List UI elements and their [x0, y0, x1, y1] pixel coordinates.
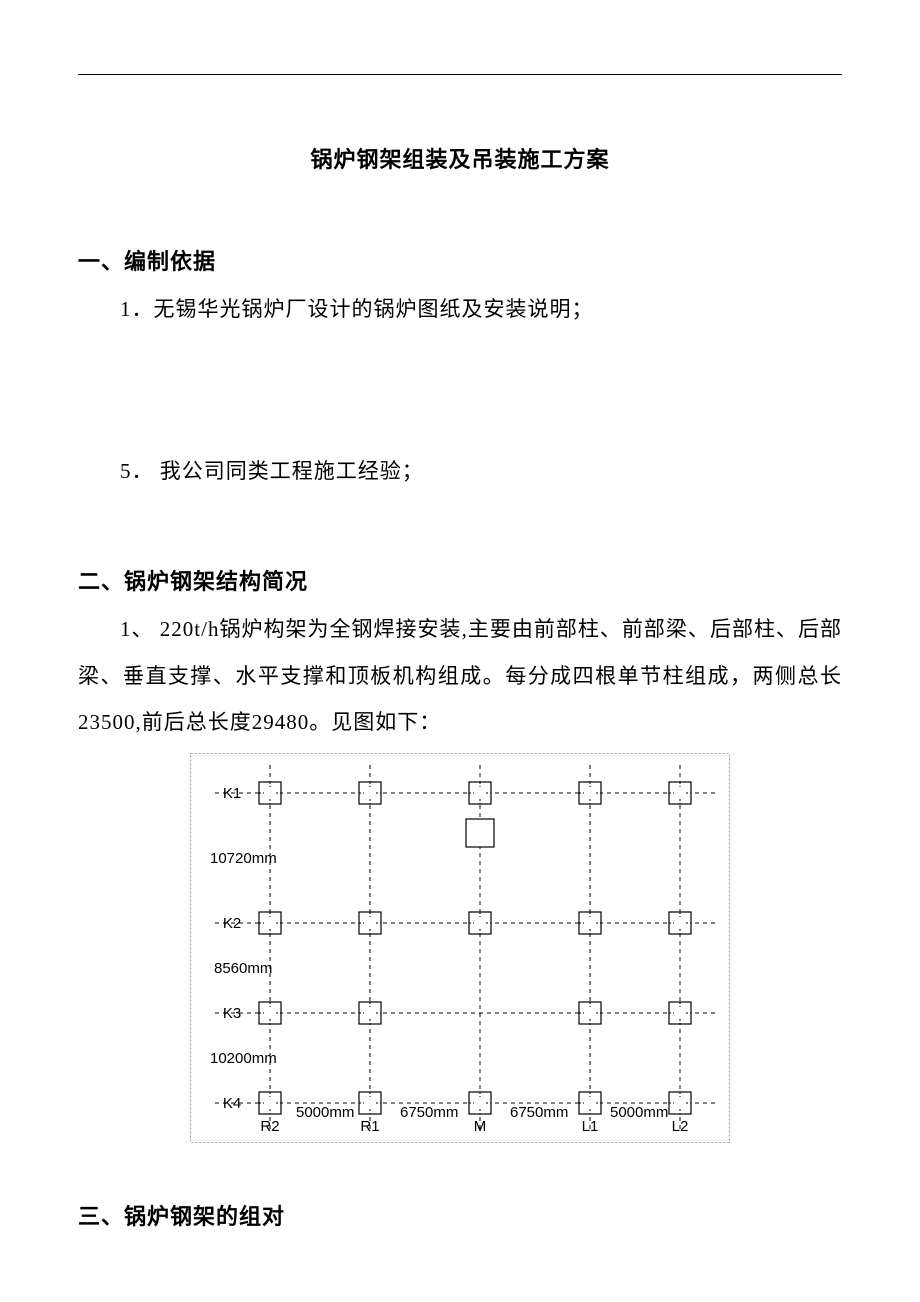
svg-text:10720mm: 10720mm: [210, 850, 277, 867]
section-1-item-5: 5． 我公司同类工程施工经验；: [78, 448, 842, 494]
page-content: 锅炉钢架组装及吊装施工方案 一、编制依据 1．无锡华光锅炉厂设计的锅炉图纸及安装…: [78, 74, 842, 1231]
svg-text:10200mm: 10200mm: [210, 1050, 277, 1067]
section-1-heading: 一、编制依据: [78, 244, 842, 276]
diagram-container: K1 K2 K3 K4 R2 R1 M L1 L2 10720mm 8560mm 10200mm 500…: [78, 753, 842, 1153]
section-2-heading: 二、锅炉钢架结构简况: [78, 564, 842, 596]
svg-text:8560mm: 8560mm: [214, 960, 272, 977]
svg-text:6750mm: 6750mm: [510, 1104, 568, 1121]
svg-text:6750mm: 6750mm: [400, 1104, 458, 1121]
svg-text:L2: L2: [672, 1118, 689, 1135]
column-grid-diagram: K1 K2 K3 K4 R2 R1 M L1 L2 10720mm 8560mm 10200mm 500…: [190, 753, 730, 1153]
svg-text:K2: K2: [223, 915, 241, 932]
svg-text:K3: K3: [223, 1005, 241, 1022]
svg-text:5000mm: 5000mm: [296, 1104, 354, 1121]
svg-text:5000mm: 5000mm: [610, 1104, 668, 1121]
blank-gap: [78, 332, 842, 432]
section-1-item-1: 1．无锡华光锅炉厂设计的锅炉图纸及安装说明；: [78, 286, 842, 332]
svg-text:K1: K1: [223, 785, 241, 802]
document-title: 锅炉钢架组装及吊装施工方案: [78, 142, 842, 174]
section-3-heading: 三、锅炉钢架的组对: [78, 1199, 842, 1231]
svg-text:R1: R1: [360, 1118, 379, 1135]
svg-text:K4: K4: [223, 1095, 241, 1112]
section-2-body: 1、 220t/h锅炉构架为全钢焊接安装,主要由前部柱、前部梁、后部柱、后部梁、…: [78, 606, 842, 745]
svg-text:L1: L1: [582, 1118, 599, 1135]
svg-text:M: M: [474, 1118, 487, 1135]
svg-text:R2: R2: [260, 1118, 279, 1135]
